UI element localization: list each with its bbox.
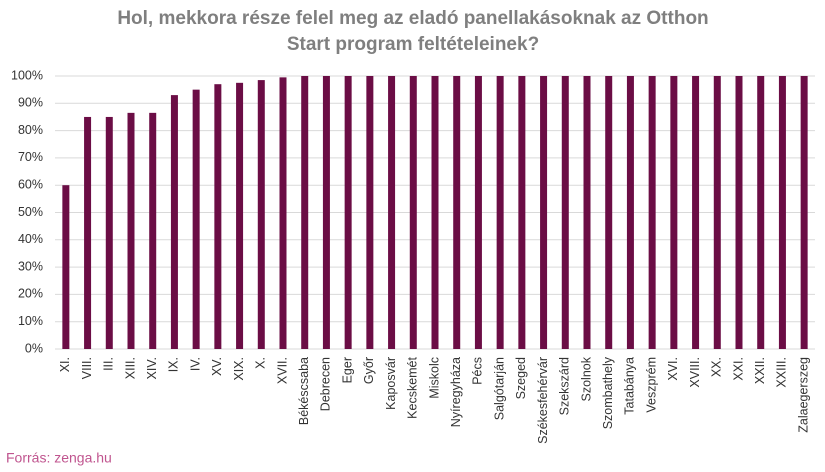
x-tick-label: XIV. [145,357,159,379]
x-tick-label: Szolnok [579,356,593,401]
bar [236,82,244,349]
x-tick-label: XV. [210,357,224,376]
y-tick-label: 20% [18,287,43,301]
y-tick-label: 100% [11,68,43,82]
bar [431,76,439,349]
bar [170,95,178,349]
bar [388,76,396,349]
chart-title: Hol, mekkora része felel meg az eladó pa… [117,8,708,29]
bar [279,77,287,350]
bar [800,76,808,349]
x-tick-label: Tatabánya [623,357,637,415]
x-tick-label: Debrecen [319,357,333,411]
x-tick-label: Veszprém [644,357,658,413]
y-tick-label: 50% [18,205,43,219]
x-tick-label: Kecskemét [406,356,420,418]
bar [127,112,135,349]
y-tick-label: 30% [18,259,43,273]
bar [192,89,200,350]
bar [409,76,417,349]
bar [540,76,548,349]
x-tick-label: Szeged [514,357,528,399]
bar [670,76,678,349]
x-tick-label: Miskolc [427,357,441,399]
y-tick-label: 60% [18,177,43,191]
x-tick-label: XX. [710,357,724,377]
x-tick-label: XXIII. [775,357,789,388]
x-tick-label: Győr [362,357,376,384]
y-tick-label: 90% [18,96,43,110]
x-tick-label: X. [254,357,268,369]
bar [366,76,374,349]
x-tick-label: Zalaegerszeg [796,357,810,433]
bar [149,112,157,349]
x-tick-label: Eger [340,357,354,383]
bar [322,76,330,349]
x-tick-label: VIII. [80,357,94,379]
bar [735,76,743,349]
source-note: Forrás: zenga.hu [6,450,112,466]
bar [757,76,765,349]
x-tick-label: Székesfehérvár [536,357,550,444]
x-tick-label: III. [102,357,116,371]
bar [496,76,504,349]
y-tick-label: 70% [18,150,43,164]
bar [344,76,352,349]
bar [626,76,634,349]
y-tick-label: 80% [18,123,43,137]
x-tick-label: Salgótarján [492,357,506,420]
bar [257,80,265,349]
bar [301,76,309,349]
x-tick-label: Szekszárd [558,357,572,415]
bar [561,76,569,349]
bar [453,76,461,349]
bar [105,116,113,349]
bar [778,76,786,349]
y-tick-label: 40% [18,232,43,246]
x-tick-label: Pécs [471,357,485,385]
x-tick-label: Békéscsaba [297,357,311,425]
x-tick-label: XVIII. [688,357,702,388]
y-tick-label: 10% [18,314,43,328]
bar [62,185,70,349]
x-tick-label: IV. [188,357,202,371]
x-tick-label: XIX. [232,357,246,381]
chart-title: Start program feltételeinek? [287,34,539,55]
bar [583,76,591,349]
y-tick-label: 0% [25,341,43,355]
x-tick-label: XVII. [275,357,289,384]
bar [84,116,92,349]
bar [713,76,721,349]
bar [214,84,222,349]
x-tick-label: XXI. [731,357,745,381]
x-tick-label: Kaposvár [384,357,398,410]
bar [474,76,482,349]
x-tick-label: XXII. [753,357,767,384]
x-tick-label: XIII. [123,357,137,379]
x-tick-label: XVI. [666,357,680,381]
bar [605,76,613,349]
bar [648,76,656,349]
x-tick-label: IX. [167,357,181,372]
x-tick-label: Szombathely [601,356,615,429]
bar [518,76,526,349]
bar [692,76,700,349]
x-tick-label: XI. [58,357,72,372]
x-tick-label: Nyíregyháza [449,357,463,427]
